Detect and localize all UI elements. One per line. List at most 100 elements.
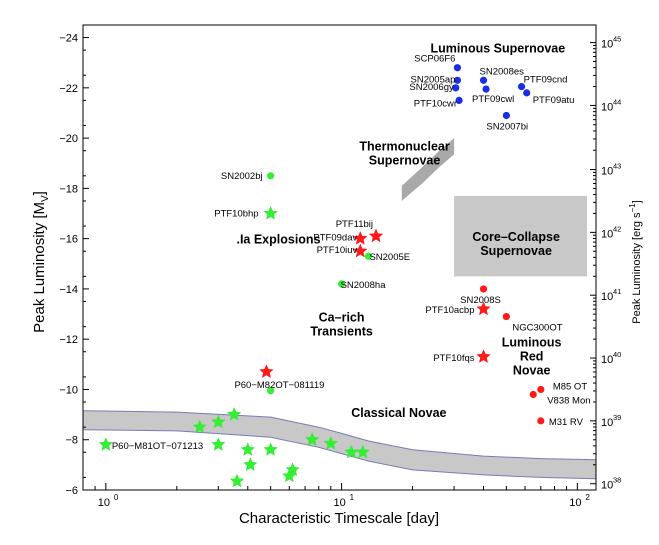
x-tick-label: 10 xyxy=(333,497,345,509)
marker-s4-p9 xyxy=(229,473,245,488)
point-label: SN2007bi xyxy=(486,121,528,132)
point-label: SN2008ha xyxy=(341,280,387,291)
y-tick-label: −20 xyxy=(59,133,78,145)
region-label: Luminous Red Novae xyxy=(502,336,562,378)
marker-ngc300ot xyxy=(502,312,510,321)
marker-sn2005e xyxy=(364,252,373,260)
marker-sn2006gy xyxy=(452,84,460,92)
chart-markers xyxy=(98,64,545,488)
marker-sn2008s xyxy=(479,285,488,293)
point-label: PTF09dav xyxy=(313,233,357,244)
chart-point-labels: SCP06F6SN2005apSN2006gyPTF10cwrSN2008esP… xyxy=(112,54,591,452)
marker-s4-p4 xyxy=(192,419,207,434)
point-label: SN2002bj xyxy=(221,171,263,182)
y-right-tick-exponent: 41 xyxy=(613,287,621,296)
classical-novae-region xyxy=(83,410,596,479)
x-tick-exponent: 1 xyxy=(350,493,355,502)
marker-s4-p15 xyxy=(355,444,371,459)
region-label: .Ia Explosions xyxy=(236,233,320,247)
y-right-tick-label: 10 xyxy=(601,291,613,303)
classical-novae-upper-edge xyxy=(82,410,597,461)
marker-s4-p12 xyxy=(304,432,320,446)
point-label: PTF10bhp xyxy=(214,209,258,220)
y-tick-label: −14 xyxy=(59,284,78,296)
marker-scp06f6 xyxy=(453,64,462,72)
marker-ptf09atu xyxy=(523,89,531,97)
marker-sn2005ap xyxy=(453,76,462,84)
point-label: PTF10fqs xyxy=(433,353,474,364)
marker-p60-m81ot-071213 xyxy=(98,437,114,451)
y-right-tick-label: 10 xyxy=(601,354,613,366)
point-label: SN2006gy xyxy=(409,82,454,93)
y-right-tick-label: 10 xyxy=(601,417,613,429)
point-label: SN2005ap xyxy=(411,74,456,85)
region-label: Classical Novae xyxy=(351,406,446,420)
marker-sn2007bi xyxy=(502,111,510,120)
y-right-tick-exponent: 43 xyxy=(613,162,621,171)
point-label: SN2005E xyxy=(369,252,410,263)
y-tick-label: −8 xyxy=(65,435,78,447)
y-tick-label: −16 xyxy=(59,234,78,246)
marker-sn2008ha xyxy=(337,280,346,288)
marker-m85-ot xyxy=(537,385,545,394)
y-axis-title: Peak Luminosity [MV] xyxy=(31,191,51,333)
x-tick-exponent: 0 xyxy=(114,493,119,502)
point-label: PTF09atu xyxy=(533,95,575,106)
marker-ptf10iuv xyxy=(352,243,368,258)
point-label: SN2008S xyxy=(460,295,501,306)
marker-m31-rv xyxy=(537,417,545,425)
y-tick-label: −10 xyxy=(59,384,78,396)
marker-s4-p2 xyxy=(226,406,242,421)
marker-ptf10acbp xyxy=(476,301,491,316)
marker-s4-p3 xyxy=(211,414,226,429)
point-label: PTF09cwl xyxy=(472,94,514,105)
point-label: PTF11bij xyxy=(336,219,373,230)
point-label: PTF10cwr xyxy=(414,98,457,109)
y-right-tick-label: 10 xyxy=(601,228,613,240)
region-label: Core–Collapse Supernovae xyxy=(472,230,560,258)
marker-ptf10fqs xyxy=(476,349,491,363)
marker-s4-p13 xyxy=(323,435,339,450)
core-collapse-region xyxy=(454,195,588,277)
region-label: Thermonuclear Supernovae xyxy=(359,140,449,168)
point-label: NGC300OT xyxy=(512,323,562,334)
point-label: P60−M81OT−071213 xyxy=(112,441,203,452)
y-right-tick-exponent: 44 xyxy=(613,97,621,106)
marker-ptf10cwr xyxy=(455,96,463,105)
marker-s4-p11 xyxy=(285,462,300,477)
point-label: PTF10iuv xyxy=(317,245,358,256)
y-right-tick-exponent: 40 xyxy=(613,350,621,359)
point-label: SCP06F6 xyxy=(414,54,455,65)
x-axis-title: Characteristic Timescale [day] xyxy=(239,510,439,527)
thermonuclear-region xyxy=(401,138,455,201)
region-label: Ca–rich Transients xyxy=(310,311,373,339)
marker-ptf09cnd xyxy=(517,82,526,91)
point-label: PTF10acbp xyxy=(425,305,474,316)
marker-s4-p6 xyxy=(240,442,256,456)
point-label: M31 RV xyxy=(549,417,584,428)
y-tick-label: −22 xyxy=(59,83,78,95)
x-tick-label: 10 xyxy=(98,497,110,509)
marker-sn2008es xyxy=(479,76,488,84)
y-right-tick-label: 10 xyxy=(601,166,613,178)
marker-ptf11bij xyxy=(368,228,384,243)
marker-ptf10bhp xyxy=(263,205,278,220)
chart-region-labels: Luminous Supernovae Thermonuclear Supernov… xyxy=(236,42,565,420)
y-right-tick-exponent: 42 xyxy=(613,224,621,233)
y-right-tick-exponent: 38 xyxy=(613,476,621,485)
y-right-tick-label: 10 xyxy=(601,101,613,113)
marker-p60-m82ot-081119 xyxy=(259,364,274,379)
chart-regions xyxy=(82,138,597,480)
y-tick-label: −18 xyxy=(59,183,78,195)
x-tick-label: 10 xyxy=(569,497,581,509)
y-axis-right-title: Peak Luminosity [erg s−1] xyxy=(628,200,643,323)
marker-ptf09dav xyxy=(352,230,368,245)
point-label: M85 OT xyxy=(553,381,588,392)
y-right-tick-label: 10 xyxy=(601,39,613,51)
marker-s4-p8 xyxy=(242,457,258,472)
x-tick-exponent: 2 xyxy=(585,493,590,502)
marker-ptf09cwl xyxy=(482,85,490,93)
marker-s4-p7 xyxy=(263,442,278,456)
